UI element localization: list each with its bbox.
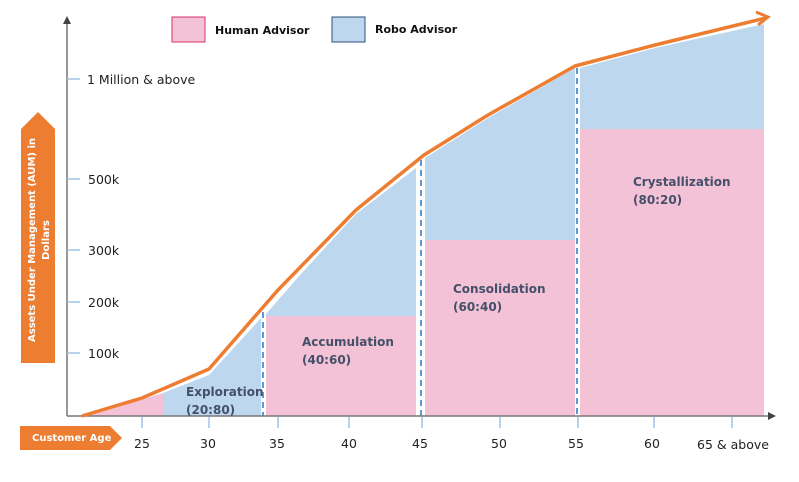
legend-robo-label: Robo Advisor [375,23,458,36]
crystallization-human-area [580,129,764,416]
x-tick-label: 45 [412,436,428,451]
x-tick-label: 30 [200,436,216,451]
growth-arrowhead-icon [755,10,771,27]
consolidation-robo-area [425,68,575,240]
y-tick-label: 200k [88,295,120,310]
aum-growth-line [81,16,767,418]
stage-ratio: (40:60) [302,353,351,367]
x-tick-label: 60 [644,436,660,451]
stage-name: Exploration [186,385,264,399]
consolidation-human-area [425,240,575,416]
exploration-robo-area [163,318,261,416]
accumulation-robo-area [266,168,416,316]
legend-robo-swatch [331,16,366,43]
crystallization-robo-area [580,24,764,129]
x-tick-label: 50 [491,436,507,451]
stage-name: Consolidation [453,282,546,296]
stage-name: Accumulation [302,335,394,349]
y-tick-label: 100k [88,346,120,361]
x-tick-label: 25 [134,436,150,451]
y-tick-label: 500k [88,172,120,187]
stage-consolidation-area [425,68,575,416]
y-axis-label-line1: Assets Under Management (AUM) in [27,138,38,342]
x-tick-label: 55 [568,436,584,451]
y-axis-arrow-icon [63,16,71,24]
stage-name: Crystallization [633,175,731,189]
x-axis-banner [20,426,122,450]
legend-human-swatch [171,16,206,43]
stage-ratio: (20:80) [186,403,235,417]
legend-human-label: Human Advisor [215,24,310,37]
accumulation-human-area [266,316,416,416]
x-tick-label: 40 [341,436,357,451]
stage-crystallization-area [580,24,764,416]
stage-accumulation-area [266,168,416,416]
stage-exploration-area [88,318,261,416]
y-tick-label: 300k [88,243,120,258]
stage-ratio: (80:20) [633,193,682,207]
y-tick-label: 1 Million & above [87,72,196,87]
x-axis-arrow-icon [768,412,776,420]
stage-ratio: (60:40) [453,300,502,314]
x-tick-label: 35 [269,436,285,451]
x-axis-label: Customer Age [32,433,112,444]
y-axis-label-line2: Dollars [41,220,52,260]
x-tick-label: 65 & above [697,437,769,452]
y-axis-banner [21,112,55,363]
